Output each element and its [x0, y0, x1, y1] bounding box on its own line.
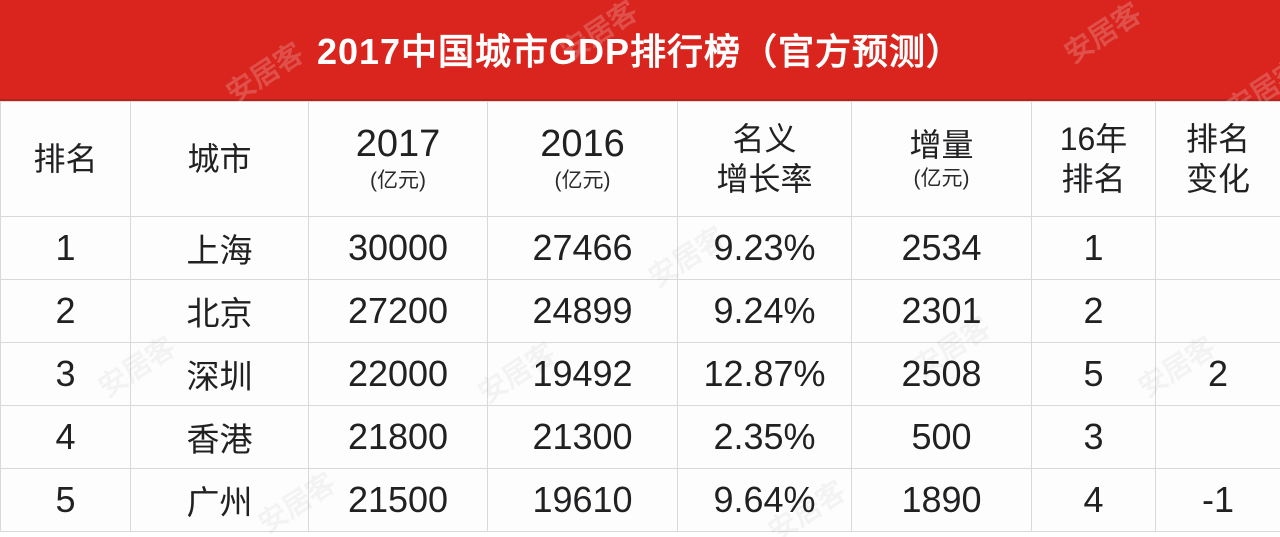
rank-change-cell: 2	[1155, 342, 1280, 406]
col-header-label-line2: 排名	[1061, 161, 1126, 197]
growth-cell: 12.87%	[677, 342, 852, 406]
table-row: 1 上海 30000 27466 9.23% 2534 1	[0, 216, 1280, 280]
rank-cell: 5	[0, 468, 131, 532]
gdp-2016-cell: 19610	[487, 468, 678, 532]
rank-2016-cell: 5	[1031, 342, 1156, 406]
col-header-label: 名义	[732, 121, 797, 157]
growth-cell: 9.23%	[677, 216, 852, 280]
growth-cell: 9.64%	[677, 468, 852, 532]
gdp-2016-cell: 19492	[487, 342, 678, 406]
table-row: 3 深圳 22000 19492 12.87% 2508 5 2	[0, 342, 1280, 406]
growth-cell: 2.35%	[677, 405, 852, 469]
col-header-increase: 增量 (亿元)	[851, 101, 1032, 217]
increase-cell: 2534	[851, 216, 1032, 280]
table-row: 4 香港 21800 21300 2.35% 500 3	[0, 405, 1280, 469]
city-cell: 上海	[130, 216, 309, 280]
gdp-2017-cell: 30000	[308, 216, 488, 280]
increase-cell: 2301	[851, 279, 1032, 343]
col-header-unit: (亿元)	[370, 168, 426, 192]
gdp-2016-cell: 21300	[487, 405, 678, 469]
col-header-unit: (亿元)	[913, 166, 970, 190]
growth-cell: 9.24%	[677, 279, 852, 343]
gdp-2017-cell: 21500	[308, 468, 488, 532]
rank-change-cell	[1155, 279, 1280, 343]
col-header-label: 增量	[909, 126, 974, 163]
table-row: 5 广州 21500 19610 9.64% 1890 4 -1	[0, 468, 1280, 532]
rank-2016-cell: 1	[1031, 216, 1156, 280]
header-row: 排名 城市 2017 (亿元) 2016 (亿元) 名义 增长率	[0, 101, 1280, 217]
col-header-label-line2: 增长率	[716, 161, 813, 197]
table-row: 2 北京 27200 24899 9.24% 2301 2	[0, 279, 1280, 343]
col-header-label: 排名	[33, 141, 98, 177]
rank-cell: 1	[0, 216, 131, 280]
city-cell: 广州	[130, 468, 309, 532]
rank-cell: 3	[0, 342, 131, 406]
rank-change-cell: -1	[1155, 468, 1280, 532]
city-cell: 北京	[130, 279, 309, 343]
rank-2016-cell: 4	[1031, 468, 1156, 532]
increase-cell: 500	[851, 405, 1032, 469]
col-header-rank-2016: 16年 排名	[1031, 101, 1156, 217]
increase-cell: 2508	[851, 342, 1032, 406]
gdp-2017-cell: 21800	[308, 405, 488, 469]
title-banner: 2017中国城市GDP排行榜（官方预测）	[0, 0, 1280, 101]
col-header-label: 城市	[187, 141, 252, 177]
gdp-2017-cell: 27200	[308, 279, 488, 343]
col-header-label-line2: 变化	[1185, 161, 1250, 197]
gdp-2016-cell: 27466	[487, 216, 678, 280]
col-header-rank-change: 排名 变化	[1155, 101, 1280, 217]
city-cell: 香港	[130, 405, 309, 469]
rank-2016-cell: 3	[1031, 405, 1156, 469]
col-header-growth-rate: 名义 增长率	[677, 101, 852, 217]
gdp-2017-cell: 22000	[308, 342, 488, 406]
rank-change-cell	[1155, 216, 1280, 280]
page-title: 2017中国城市GDP排行榜（官方预测）	[316, 31, 964, 72]
rank-cell: 2	[0, 279, 131, 343]
col-header-label: 2017	[355, 122, 441, 165]
gdp-ranking-table: 排名 城市 2017 (亿元) 2016 (亿元) 名义 增长率	[0, 101, 1280, 532]
rank-change-cell	[1155, 405, 1280, 469]
col-header-rank: 排名	[0, 101, 131, 217]
col-header-gdp-2016: 2016 (亿元)	[487, 101, 678, 217]
city-cell: 深圳	[130, 342, 309, 406]
rank-cell: 4	[0, 405, 131, 469]
col-header-label: 16年	[1059, 121, 1128, 157]
col-header-city: 城市	[130, 101, 309, 217]
col-header-label: 排名	[1185, 121, 1250, 157]
col-header-unit: (亿元)	[554, 168, 611, 192]
rank-2016-cell: 2	[1031, 279, 1156, 343]
increase-cell: 1890	[851, 468, 1032, 532]
gdp-2016-cell: 24899	[487, 279, 678, 343]
col-header-label: 2016	[540, 122, 625, 165]
col-header-gdp-2017: 2017 (亿元)	[308, 101, 488, 217]
